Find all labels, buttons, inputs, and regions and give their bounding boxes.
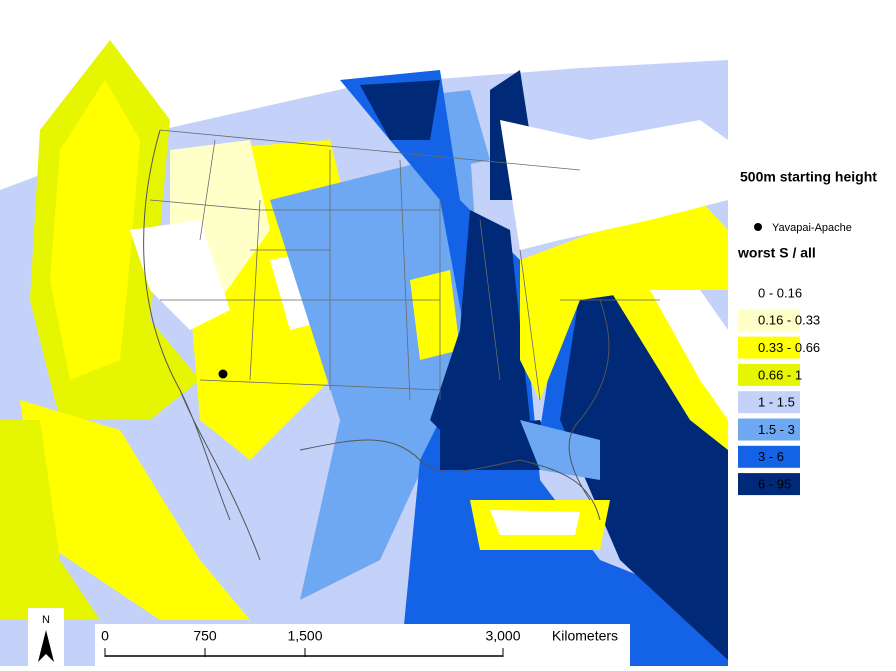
legend-label: 0 - 0.16 [758, 285, 802, 300]
legend-title: 500m starting height [740, 169, 877, 185]
north-label: N [42, 614, 50, 626]
legend-label: 3 - 6 [758, 449, 784, 464]
scale-label: 1,500 [287, 628, 322, 644]
legend-label: 1.5 - 3 [758, 422, 795, 437]
map [0, 0, 728, 666]
legend-subtitle: worst S / all [737, 245, 816, 261]
scale-bar: Kilometers 0 750 1,500 3,000 [95, 624, 630, 666]
legend-swatch [738, 473, 800, 496]
site-label: Yavapai-Apache [772, 222, 852, 234]
legend-panel [728, 0, 896, 666]
legend-label: 6 - 95 [758, 477, 791, 492]
legend-swatch [738, 282, 800, 304]
site-symbol [754, 223, 762, 231]
legend-label: 0.66 - 1 [758, 367, 802, 382]
legend-swatch [738, 336, 800, 359]
legend-swatch [738, 309, 800, 332]
legend-label: 0.33 - 0.66 [758, 340, 820, 355]
legend: 500m starting height Yavapai-Apache wors… [737, 169, 877, 496]
legend-swatch [738, 391, 800, 414]
legend-label: 1 - 1.5 [758, 395, 795, 410]
scale-label: 0 [101, 628, 109, 644]
scale-unit: Kilometers [552, 628, 618, 644]
legend-label: 0.16 - 0.33 [758, 313, 820, 328]
legend-swatch [738, 418, 800, 441]
legend-swatch [738, 445, 800, 468]
scale-label: 750 [193, 628, 217, 644]
scale-label: 3,000 [485, 628, 520, 644]
site-marker [218, 369, 228, 379]
north-arrow: N [28, 608, 64, 666]
legend-swatch [738, 363, 800, 386]
